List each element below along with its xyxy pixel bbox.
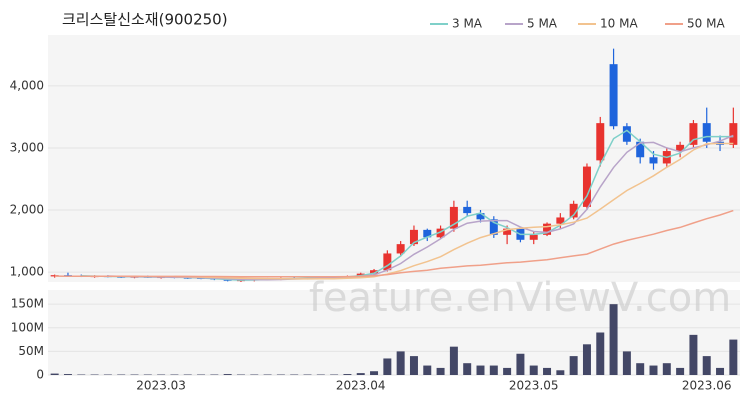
candle-body: [409, 229, 418, 245]
candle-body: [622, 126, 631, 142]
candle-body: [702, 123, 711, 142]
volume-bar: [582, 344, 591, 375]
volume-bar: [383, 358, 392, 375]
x-tick-label: 2023.06: [682, 379, 732, 393]
volume-bar: [436, 367, 445, 375]
volume-bar: [609, 304, 618, 375]
volume-bar: [529, 365, 538, 375]
candle-body: [423, 229, 432, 238]
legend-label: 3 MA: [452, 17, 483, 31]
y-tick-label: 1,000: [10, 265, 44, 279]
candle-body: [689, 123, 698, 145]
candle-body: [543, 223, 552, 235]
volume-bar: [223, 374, 232, 375]
x-tick-label: 2023.03: [136, 379, 186, 393]
candle-body: [463, 206, 472, 214]
volume-bar: [649, 365, 658, 375]
y-tick-label: 150M: [11, 297, 44, 311]
y-tick-label: 4,000: [10, 78, 44, 92]
volume-bar: [543, 367, 552, 375]
candle-body: [582, 166, 591, 207]
ma-line: [174, 142, 734, 280]
y-tick-label: 0: [36, 368, 44, 382]
candle-body: [396, 244, 405, 254]
volume-bar: [676, 367, 685, 375]
volume-bar: [50, 373, 59, 375]
watermark: feature.enViewV.com: [309, 275, 731, 321]
volume-bar: [622, 351, 631, 375]
candle-body: [676, 144, 685, 152]
chart-title: 크리스탈신소재(900250): [62, 11, 228, 29]
candle-body: [503, 228, 512, 235]
volume-bar: [356, 373, 365, 375]
candle-body: [596, 123, 605, 161]
volume-bar: [503, 367, 512, 375]
candle-body: [449, 206, 458, 229]
legend-label: 10 MA: [600, 17, 638, 31]
volume-bar: [409, 356, 418, 375]
volume-bar: [343, 374, 352, 375]
x-tick-label: 2023.04: [336, 379, 386, 393]
volume-bar: [449, 346, 458, 375]
volume-bar: [596, 332, 605, 375]
volume-bar: [702, 356, 711, 375]
ma-line: [54, 209, 734, 278]
candle-body: [476, 213, 485, 220]
volume-bar: [463, 363, 472, 375]
volume-bar: [662, 363, 671, 375]
candle-body: [636, 141, 645, 158]
candle-body: [569, 203, 578, 218]
y-tick-label: 3,000: [10, 140, 44, 154]
volume-bar: [516, 353, 525, 375]
x-tick-label: 2023.05: [509, 379, 559, 393]
candle-body: [556, 217, 565, 224]
legend-label: 5 MA: [527, 17, 558, 31]
legend-label: 50 MA: [687, 17, 725, 31]
volume-bar: [636, 363, 645, 375]
candle-body: [383, 253, 392, 271]
volume-bar: [689, 334, 698, 375]
price-panel: [48, 35, 740, 282]
y-tick-label: 2,000: [10, 203, 44, 217]
candle-body: [370, 270, 379, 274]
candle-body: [649, 157, 658, 164]
volume-bar: [716, 367, 725, 375]
volume-bar: [476, 365, 485, 375]
volume-bar: [556, 370, 565, 375]
y-tick-label: 100M: [11, 320, 44, 334]
y-tick-label: 50M: [18, 344, 44, 358]
volume-bar: [569, 356, 578, 375]
candle-body: [529, 234, 538, 240]
volume-bar: [729, 339, 738, 375]
volume-bar: [370, 371, 379, 375]
candle-body: [489, 219, 498, 235]
volume-bar: [423, 365, 432, 375]
volume-bar: [63, 374, 72, 375]
candle-body: [50, 275, 59, 277]
candle-body: [609, 64, 618, 127]
candle-body: [729, 123, 738, 145]
candle-body: [436, 228, 445, 238]
volume-bar: [489, 365, 498, 375]
volume-bar: [396, 351, 405, 375]
